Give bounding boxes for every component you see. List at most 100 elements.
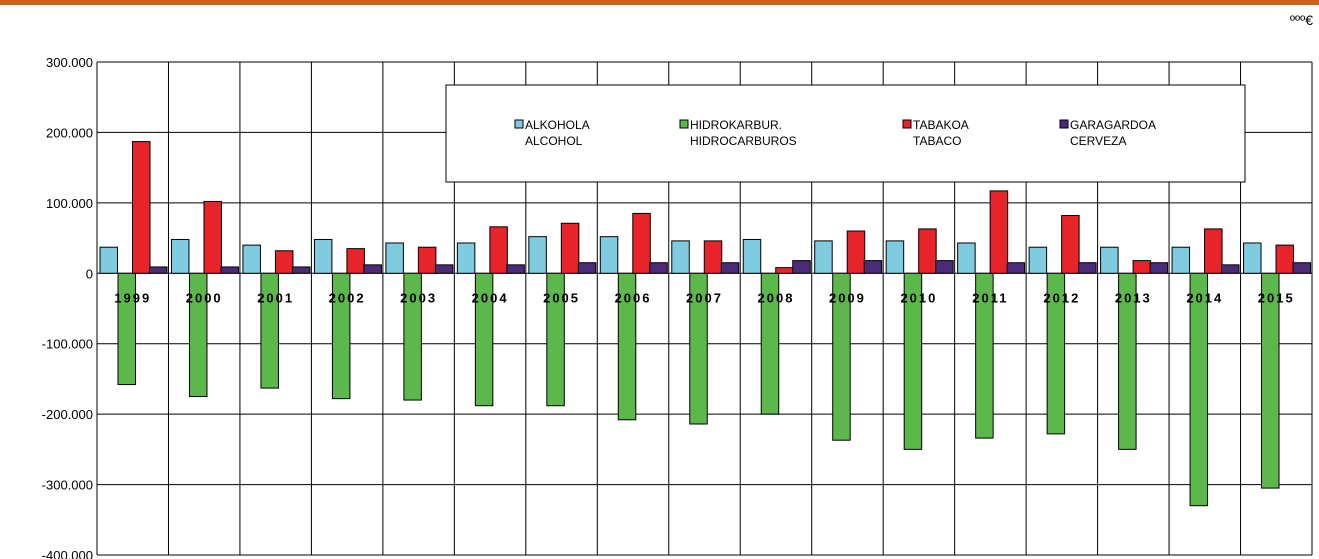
bar-tabakoa-2012 xyxy=(1061,215,1080,274)
x-tick-label: 2008 xyxy=(758,290,795,305)
bar-tabakoa-1999 xyxy=(132,141,151,274)
legend-label-alkohola: ALKOHOLA xyxy=(525,118,590,132)
x-tick-label: 2005 xyxy=(543,290,580,305)
bar-tabakoa-2013 xyxy=(1132,260,1152,274)
x-tick-label: 2007 xyxy=(686,290,723,305)
x-tick-label: 2010 xyxy=(900,290,937,305)
bar-hidrokarbur-2003 xyxy=(403,272,422,401)
bar-hidrokarbur-2001 xyxy=(260,272,279,389)
bar-garagardoa-2004 xyxy=(506,264,525,274)
bar-alkohola-2013 xyxy=(1100,246,1119,274)
x-tick-label: 2012 xyxy=(1043,290,1080,305)
x-tick-label: 2011 xyxy=(972,290,1008,305)
bar-alkohola-2007 xyxy=(671,240,690,274)
bar-hidrokarbur-2004 xyxy=(474,272,494,407)
legend-swatch-tabakoa xyxy=(902,119,912,129)
bar-alkohola-2003 xyxy=(385,242,404,274)
bar-garagardoa-2010 xyxy=(935,260,954,274)
x-tick-label: 2006 xyxy=(615,290,652,305)
bar-tabakoa-2002 xyxy=(346,248,365,274)
bar-garagardoa-2001 xyxy=(291,266,311,274)
legend-box xyxy=(445,84,1246,183)
legend: ALKOHOLA ALCOHOL HIDROKARBUR. HIDROCARBUROS… xyxy=(445,84,1246,183)
bar-tabakoa-2009 xyxy=(846,230,866,274)
bar-alkohola-2005 xyxy=(528,236,547,274)
bar-tabakoa-2003 xyxy=(417,246,437,274)
bar-alkohola-2010 xyxy=(885,240,905,274)
axis-layer: 300.000 200.000 100.000 0 -100.000 -200.000 -3… xyxy=(42,55,1295,559)
bar-alkohola-2006 xyxy=(599,236,619,274)
bar-alkohola-2015 xyxy=(1243,242,1262,274)
x-tick-label: 2001 xyxy=(257,290,294,305)
bar-alkohola-1999 xyxy=(99,246,118,274)
y-tick-label: 300.000 xyxy=(46,55,93,70)
bar-garagardoa-2014 xyxy=(1221,264,1240,274)
bar-garagardoa-2009 xyxy=(863,260,883,274)
top-rule xyxy=(0,0,1319,5)
legend-swatch-hidrokarbur xyxy=(679,119,689,129)
bar-alkohola-2014 xyxy=(1171,246,1191,274)
bar-garagardoa-2015 xyxy=(1292,262,1312,274)
bar-alkohola-2004 xyxy=(456,242,476,274)
bar-hidrokarbur-2006 xyxy=(617,272,637,421)
y-tick-label: 200.000 xyxy=(46,125,93,140)
bar-tabakoa-2004 xyxy=(489,226,508,274)
bar-hidrokarbur-2013 xyxy=(1118,272,1137,450)
bar-hidrokarbur-1999 xyxy=(117,272,136,386)
y-tick-label: -200.000 xyxy=(42,407,93,422)
bar-hidrokarbur-2000 xyxy=(188,272,208,398)
bar-garagardoa-2003 xyxy=(434,264,454,274)
x-tick-label: 2002 xyxy=(329,290,366,305)
x-tick-label: 2014 xyxy=(1186,290,1223,305)
bar-garagardoa-2002 xyxy=(363,264,382,274)
bar-hidrokarbur-2005 xyxy=(546,272,565,407)
bar-alkohola-2009 xyxy=(814,240,833,274)
x-tick-label: 1999 xyxy=(114,290,151,305)
legend-label-tabakoa: TABAKOA xyxy=(913,118,969,132)
legend-label2-garagardoa: CERVEZA xyxy=(1070,134,1126,148)
y-tick-label: 100.000 xyxy=(46,196,93,211)
x-tick-label: 2000 xyxy=(186,290,223,305)
bar-tabakoa-2005 xyxy=(560,222,580,274)
bar-alkohola-2011 xyxy=(957,242,976,274)
bar-hidrokarbur-2012 xyxy=(1046,272,1066,435)
y-tick-label: 0 xyxy=(86,266,93,281)
bar-alkohola-2012 xyxy=(1028,246,1048,274)
bars-layer xyxy=(99,141,1312,507)
bar-garagardoa-2008 xyxy=(792,260,811,274)
bar-garagardoa-2005 xyxy=(577,262,597,274)
x-tick-label: 2009 xyxy=(829,290,866,305)
bar-hidrokarbur-2007 xyxy=(689,272,708,425)
legend-label2-hidrokarbur: HIDROCARBUROS xyxy=(690,134,797,148)
bar-hidrokarbur-2011 xyxy=(975,272,994,439)
bar-tabakoa-2010 xyxy=(918,228,937,274)
bar-garagardoa-2007 xyxy=(720,262,740,274)
bar-garagardoa-2011 xyxy=(1006,262,1026,274)
bar-garagardoa-2012 xyxy=(1078,262,1097,274)
bar-alkohola-2008 xyxy=(742,238,762,274)
bar-hidrokarbur-2002 xyxy=(331,272,351,400)
bar-alkohola-2002 xyxy=(313,238,333,274)
legend-swatch-alkohola xyxy=(514,119,524,129)
bar-hidrokarbur-2014 xyxy=(1189,272,1209,507)
bar-hidrokarbur-2010 xyxy=(903,272,923,450)
y-tick-label: -100.000 xyxy=(42,337,93,352)
bar-garagardoa-2000 xyxy=(220,266,239,274)
bar-garagardoa-2013 xyxy=(1149,262,1169,274)
bar-tabakoa-2014 xyxy=(1204,228,1223,274)
x-tick-label: 2015 xyxy=(1258,290,1295,305)
bar-alkohola-2001 xyxy=(242,244,261,274)
legend-swatch-garagardoa xyxy=(1059,119,1069,129)
bar-tabakoa-2006 xyxy=(632,212,651,274)
x-tick-label: 2004 xyxy=(472,290,509,305)
bar-hidrokarbur-2015 xyxy=(1261,272,1280,489)
bar-tabakoa-2015 xyxy=(1275,244,1295,274)
bar-hidrokarbur-2008 xyxy=(760,272,780,415)
legend-label-garagardoa: GARAGARDOA xyxy=(1070,118,1156,132)
unit-label: ººº€ xyxy=(1289,12,1313,28)
y-tick-label: -300.000 xyxy=(42,478,93,493)
x-tick-label: 2013 xyxy=(1115,290,1152,305)
bar-tabakoa-2011 xyxy=(989,190,1009,274)
bar-hidrokarbur-2009 xyxy=(832,272,851,441)
